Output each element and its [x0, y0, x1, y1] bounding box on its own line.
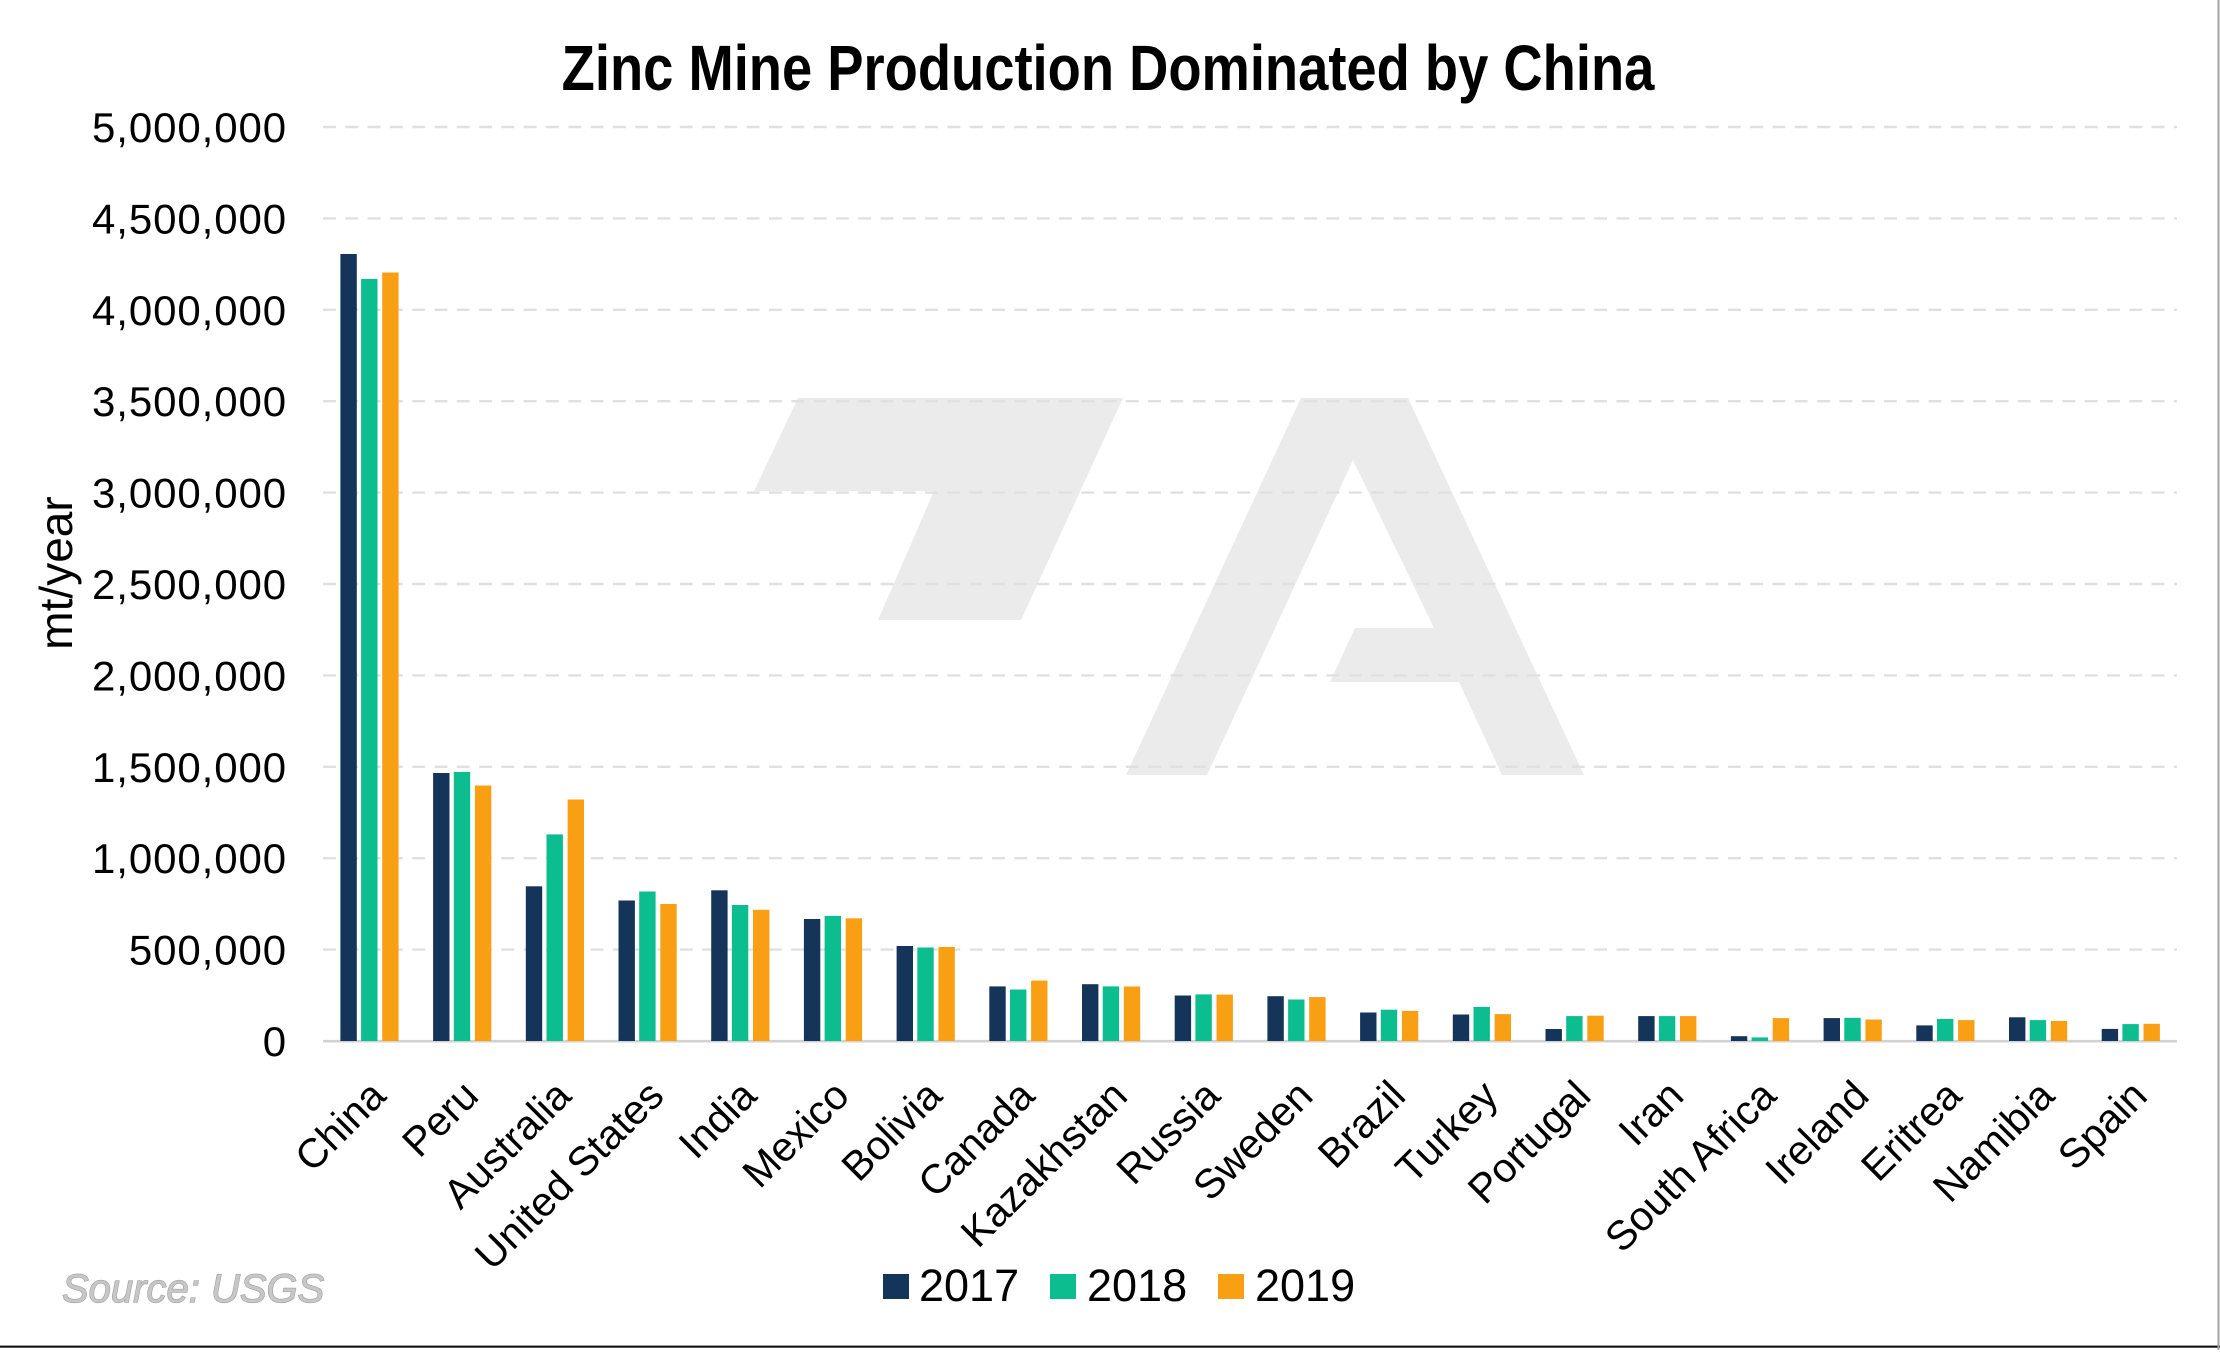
svg-text:mt/year: mt/year — [30, 496, 82, 649]
svg-text:1,000,000: 1,000,000 — [92, 835, 287, 882]
svg-text:500,000: 500,000 — [129, 927, 287, 974]
svg-text:2019: 2019 — [1255, 1260, 1355, 1311]
svg-text:4,000,000: 4,000,000 — [92, 287, 287, 334]
svg-text:1,500,000: 1,500,000 — [92, 744, 287, 791]
svg-text:4,500,000: 4,500,000 — [92, 195, 287, 242]
svg-text:2,000,000: 2,000,000 — [92, 652, 287, 699]
svg-text:Zinc Mine Production Dominated: Zinc Mine Production Dominated by China — [562, 32, 1656, 104]
svg-text:3,000,000: 3,000,000 — [92, 470, 287, 517]
svg-text:5,000,000: 5,000,000 — [92, 104, 287, 151]
svg-text:Source: USGS: Source: USGS — [62, 1267, 325, 1311]
svg-text:0: 0 — [263, 1018, 287, 1065]
svg-text:3,500,000: 3,500,000 — [92, 378, 287, 425]
svg-text:2017: 2017 — [919, 1260, 1019, 1311]
svg-text:2018: 2018 — [1087, 1260, 1187, 1311]
svg-text:2,500,000: 2,500,000 — [92, 561, 287, 608]
